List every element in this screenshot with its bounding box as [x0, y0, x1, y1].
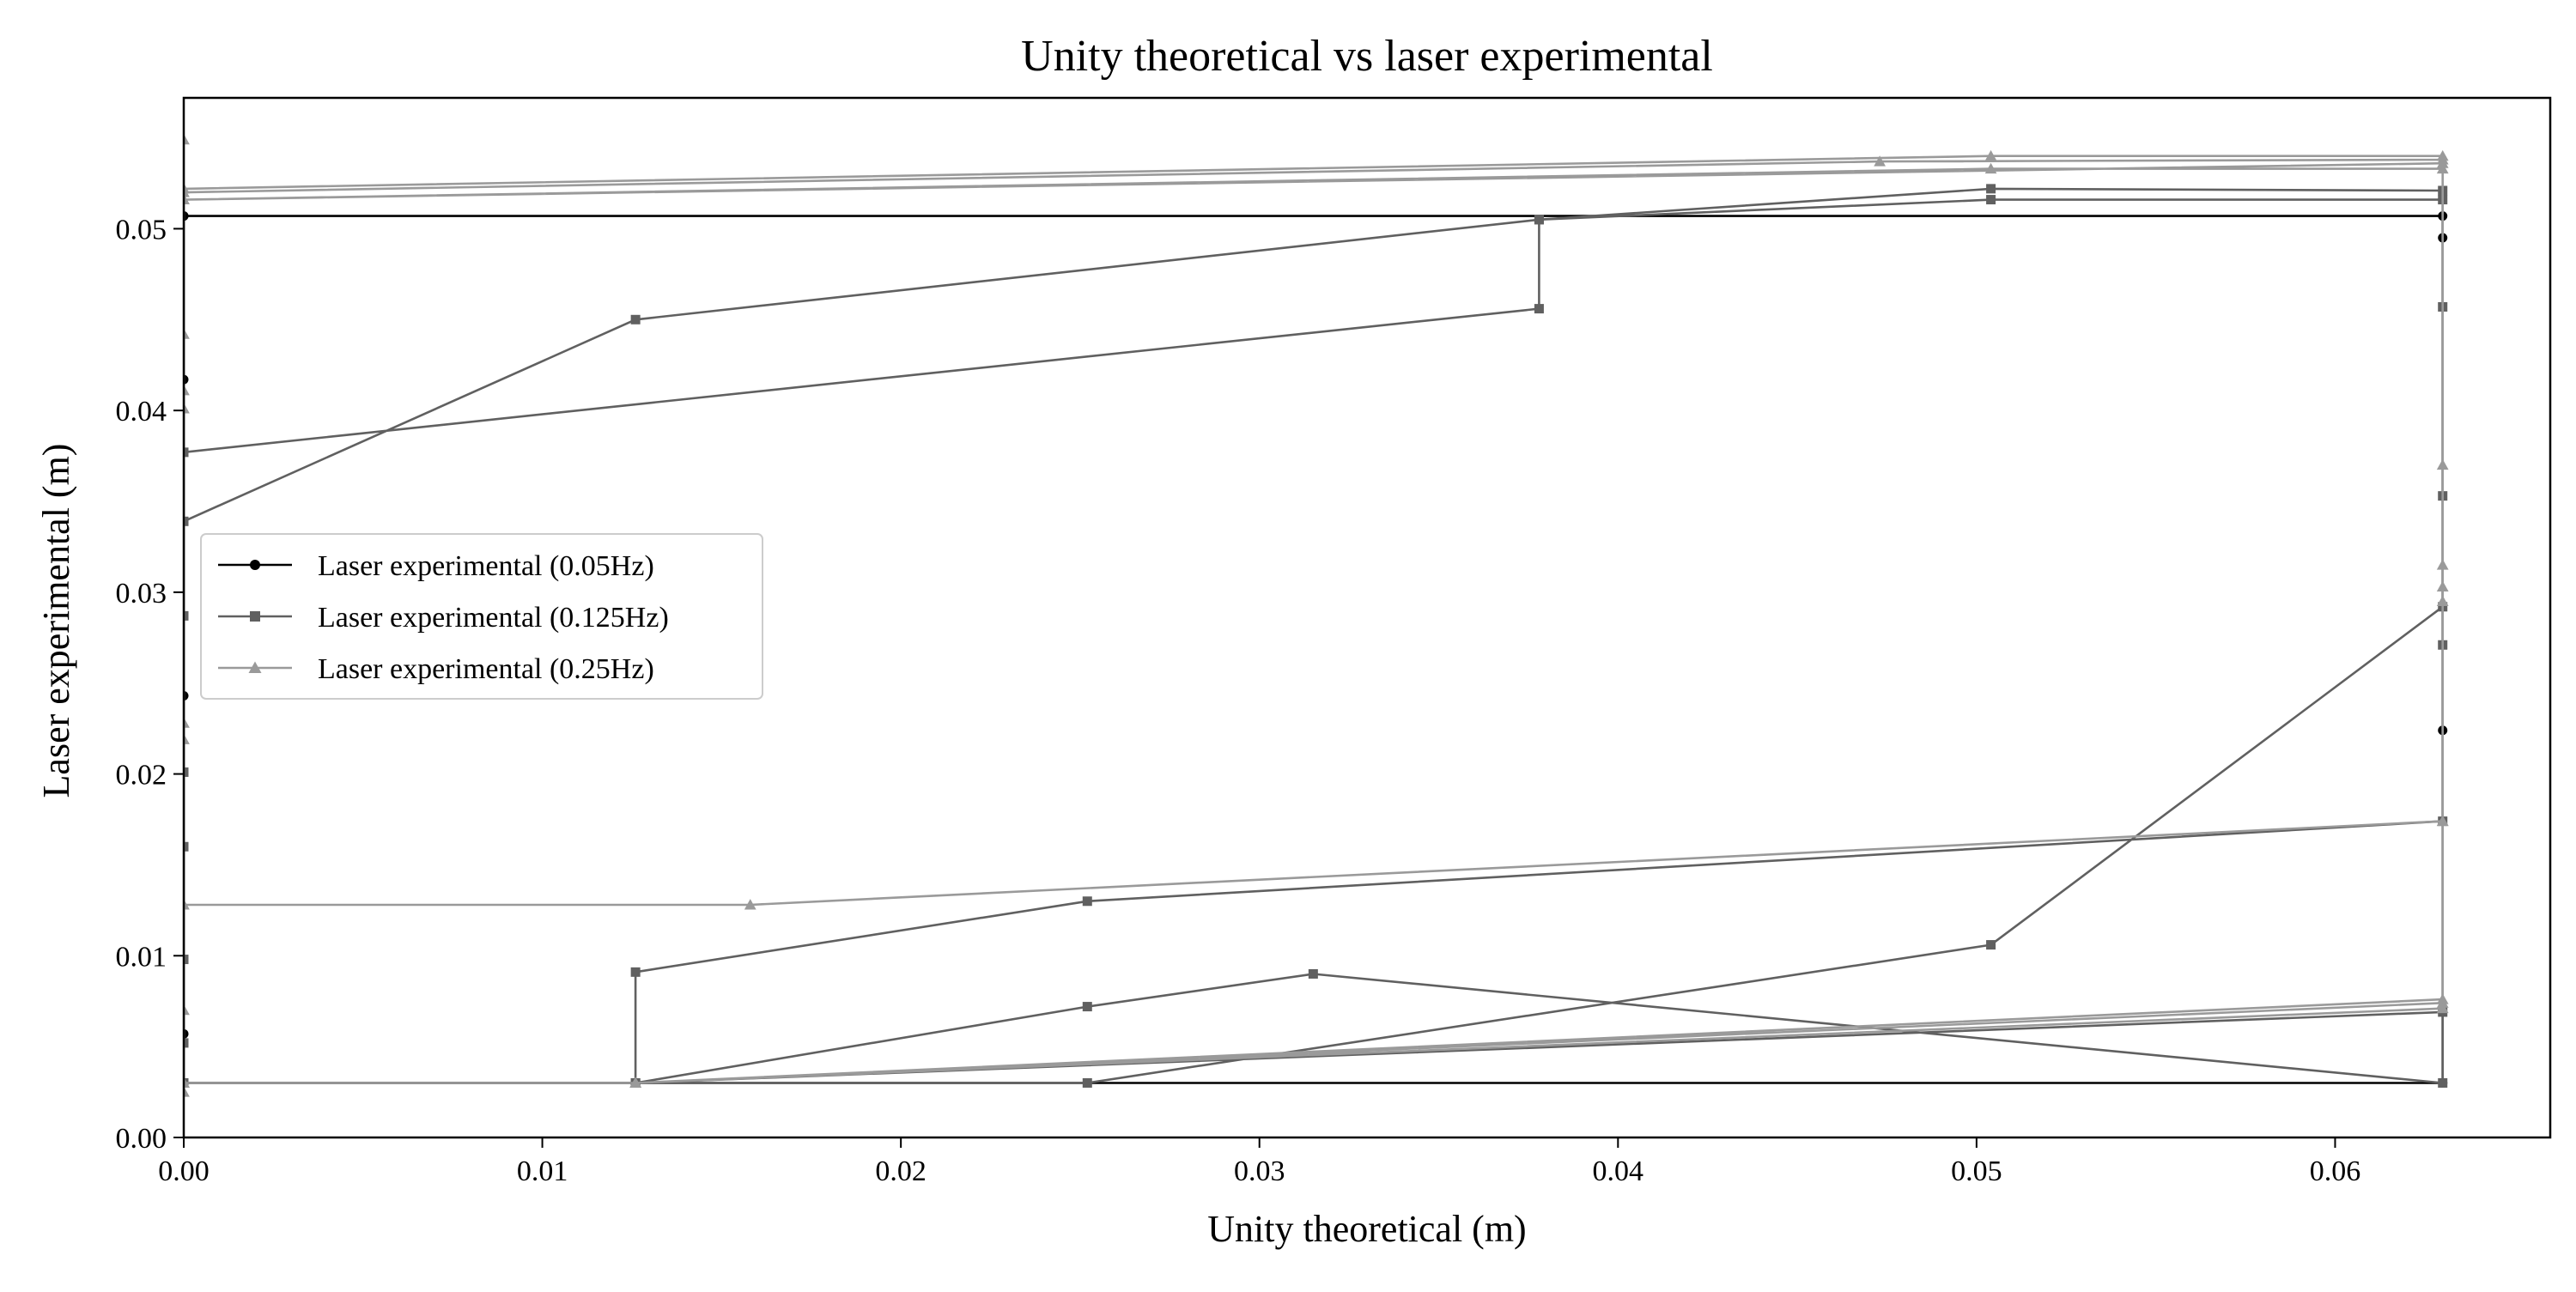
series-1-point-14 [184, 610, 189, 621]
y-tick-label-3: 0.03 [116, 578, 167, 610]
legend-box [200, 533, 763, 700]
series-2-point-27 [2436, 162, 2449, 174]
x-tick-label-2: 0.02 [875, 1156, 927, 1187]
series-2-point-21 [184, 403, 190, 414]
series-2-point-29 [1874, 155, 1886, 167]
series-0-point-6 [184, 1028, 189, 1039]
legend-label-0: Laser experimental (0.05Hz) [318, 550, 654, 582]
series-2-point-11 [184, 899, 190, 910]
series-1-point-3 [1986, 184, 1996, 194]
axes-frame [182, 96, 2552, 1139]
series-2-point-1 [1984, 149, 1997, 161]
series-2-point-30 [184, 186, 190, 197]
series-1-point-31 [184, 1038, 189, 1048]
legend-marker-1 [250, 611, 260, 622]
series-1-point-17 [1534, 215, 1544, 225]
series-1-point-23 [630, 967, 641, 977]
series-2-point-20 [184, 717, 190, 728]
legend-marker-2 [248, 661, 262, 673]
series-1-point-1 [630, 314, 641, 325]
series-0-point-7 [184, 691, 189, 701]
series-1-point-27 [2438, 1077, 2448, 1088]
x-tick-label-3: 0.03 [1234, 1156, 1285, 1187]
x-tick-label-0: 0.00 [158, 1156, 210, 1187]
legend-marker-0 [250, 560, 260, 570]
series-1-point-12 [184, 841, 189, 852]
x-tick-label-1: 0.01 [517, 1156, 568, 1187]
series-1-point-15 [184, 447, 189, 458]
legend: Laser experimental (0.05Hz) Laser experim… [200, 533, 763, 700]
x-tick-label-6: 0.06 [2310, 1156, 2361, 1187]
series-2-point-13 [2436, 815, 2449, 827]
series-2-point-12 [744, 899, 756, 910]
legend-label-2: Laser experimental (0.25Hz) [318, 653, 654, 685]
series-2-point-24 [184, 133, 190, 145]
series-group [184, 133, 2449, 1097]
series-2-point-17 [184, 1086, 190, 1097]
series-2-point-19 [184, 733, 190, 744]
series-2-point-26 [1984, 162, 1997, 174]
series-1-point-16 [1534, 304, 1544, 314]
series-2-point-22 [184, 384, 190, 396]
y-tick-label-4: 0.04 [116, 396, 167, 428]
axes: 0.00 0.01 0.02 0.03 0.04 0.05 0.06 0.00 0.01 0.02… [116, 96, 2552, 1187]
x-tick-label-5: 0.05 [1951, 1156, 2002, 1187]
series-2-point-5 [2436, 580, 2449, 592]
legend-label-1: Laser experimental (0.125Hz) [318, 602, 669, 634]
x-tick-label-4: 0.04 [1593, 1156, 1644, 1187]
series-1-point-22 [1082, 896, 1092, 907]
series-0-point-8 [184, 374, 189, 385]
series-2-point-34 [629, 1077, 642, 1088]
series-1-point-25 [1082, 1002, 1092, 1012]
series-2-point-35 [184, 1077, 190, 1088]
y-tick-label-1: 0.01 [116, 941, 167, 973]
series-2-point-18 [184, 1004, 190, 1016]
series-2-point-33 [2436, 1002, 2449, 1014]
y-axis-label: Laser experimental (m) [35, 444, 77, 798]
series-1-point-18 [1986, 195, 1996, 205]
series-2-point-23 [184, 328, 190, 339]
series-0-point-9 [184, 211, 189, 221]
series-2-point-31 [184, 193, 190, 205]
series-1-point-13 [184, 767, 189, 777]
series-1-point-0 [184, 516, 189, 526]
y-tick-label-5: 0.05 [116, 214, 167, 246]
series-2-point-6 [2436, 595, 2449, 606]
y-tick-label-0: 0.00 [116, 1123, 167, 1155]
series-2-point-4 [2436, 559, 2449, 570]
y-tick-label-2: 0.02 [116, 760, 167, 792]
plot-area [184, 133, 2449, 1097]
series-1-point-26 [1308, 968, 1318, 979]
chart-title: Unity theoretical vs laser experimental [1021, 32, 1713, 81]
series-1-point-9 [1082, 1077, 1092, 1088]
series-2-point-3 [2436, 458, 2449, 470]
series-2-point-14 [2436, 997, 2449, 1008]
x-axis-label: Unity theoretical (m) [1207, 1208, 1526, 1250]
series-1-point-11 [184, 955, 189, 965]
series-1-point-8 [1986, 940, 1996, 950]
series-2-point-32 [2436, 157, 2449, 168]
